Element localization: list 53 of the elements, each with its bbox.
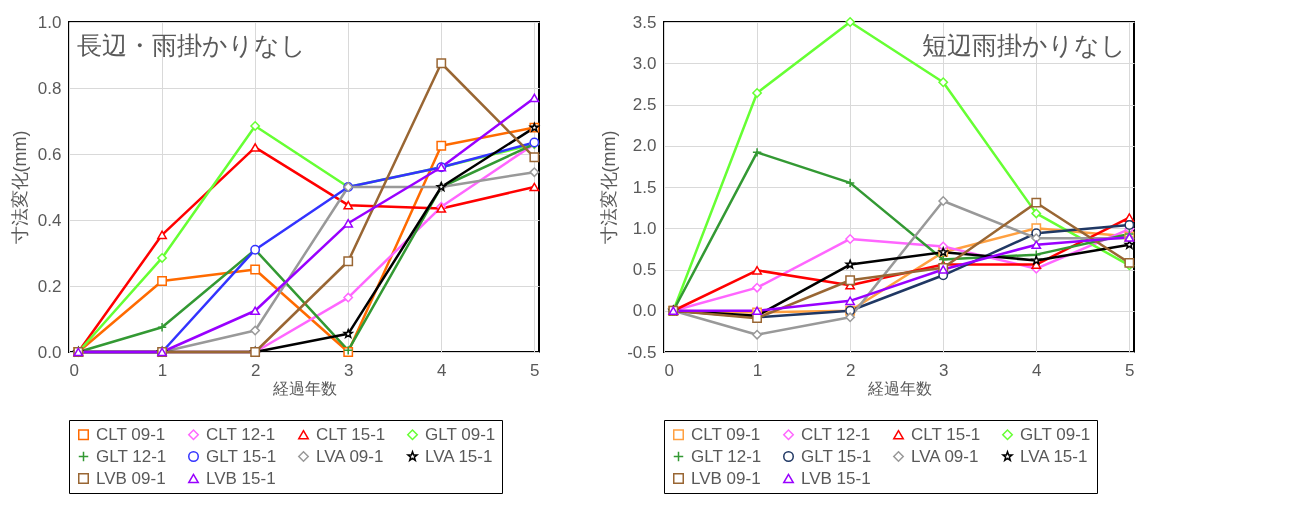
- y-tick-label: 0.2: [37, 276, 62, 296]
- chart-title: 短辺雨掛かりなし: [922, 31, 1126, 59]
- y-tick-label: 0.0: [37, 342, 62, 362]
- legend-label: CLT 09-1: [691, 424, 761, 444]
- legend-label: GLT 15-1: [801, 446, 872, 466]
- legend-label: GLT 15-1: [206, 446, 277, 466]
- y-tick-label: 2.5: [632, 95, 657, 114]
- x-tick-label: 1: [157, 360, 168, 380]
- x-tick-label: 2: [845, 360, 856, 380]
- y-tick-label: 0.6: [37, 144, 62, 164]
- legend-label: LVA 15-1: [425, 446, 493, 466]
- x-tick-label: 2: [250, 360, 261, 380]
- x-tick-label: 4: [1032, 360, 1042, 380]
- legend-label: GLT 09-1: [1020, 424, 1091, 444]
- x-tick-label: 1: [752, 360, 763, 380]
- y-tick-label: 0.8: [37, 78, 62, 98]
- legend-label: LVA 09-1: [911, 446, 979, 466]
- y-tick-label: 1.0: [37, 12, 62, 32]
- legend-label: GLT 12-1: [691, 446, 762, 466]
- legend-label: LVB 15-1: [206, 468, 276, 488]
- x-tick-label: 4: [437, 360, 447, 380]
- y-tick-label: 1.0: [632, 218, 657, 238]
- legend-label: LVA 15-1: [1020, 446, 1088, 466]
- y-tick-label: 3.0: [632, 53, 657, 73]
- legend-label: LVB 09-1: [691, 468, 761, 488]
- y-tick-label: 0.0: [632, 301, 657, 321]
- x-tick-label: 3: [343, 360, 354, 380]
- y-tick-label: 0.4: [37, 210, 62, 230]
- y-tick-label: 0.5: [632, 260, 657, 279]
- legend-label: LVB 09-1: [96, 468, 166, 488]
- legend-label: CLT 12-1: [206, 424, 276, 444]
- x-axis-title: 経過年数: [271, 379, 337, 397]
- legend-label: CLT 12-1: [801, 424, 871, 444]
- y-tick-label: -0.5: [627, 342, 657, 362]
- x-tick-label: 3: [938, 360, 949, 380]
- y-tick-label: 3.5: [632, 12, 657, 32]
- legend-label: CLT 15-1: [911, 424, 981, 444]
- legend-label: GLT 12-1: [96, 446, 167, 466]
- chart-title: 長辺・雨掛かりなし: [77, 31, 306, 59]
- y-tick-label: 1.5: [632, 177, 657, 197]
- y-axis-title: 寸法変化(mm): [599, 130, 620, 245]
- legend-label: CLT 15-1: [316, 424, 386, 444]
- legend-label: LVA 09-1: [316, 446, 384, 466]
- x-axis-title: 経過年数: [866, 379, 932, 397]
- y-axis-title: 寸法変化(mm): [9, 130, 30, 245]
- x-tick-label: 0: [69, 360, 79, 380]
- legend-label: LVB 15-1: [801, 468, 871, 488]
- x-tick-label: 5: [530, 360, 540, 380]
- x-tick-label: 0: [664, 360, 674, 380]
- x-tick-label: 5: [1125, 360, 1135, 380]
- legend-label: GLT 09-1: [425, 424, 496, 444]
- legend-label: CLT 09-1: [96, 424, 166, 444]
- y-tick-label: 2.0: [632, 136, 657, 156]
